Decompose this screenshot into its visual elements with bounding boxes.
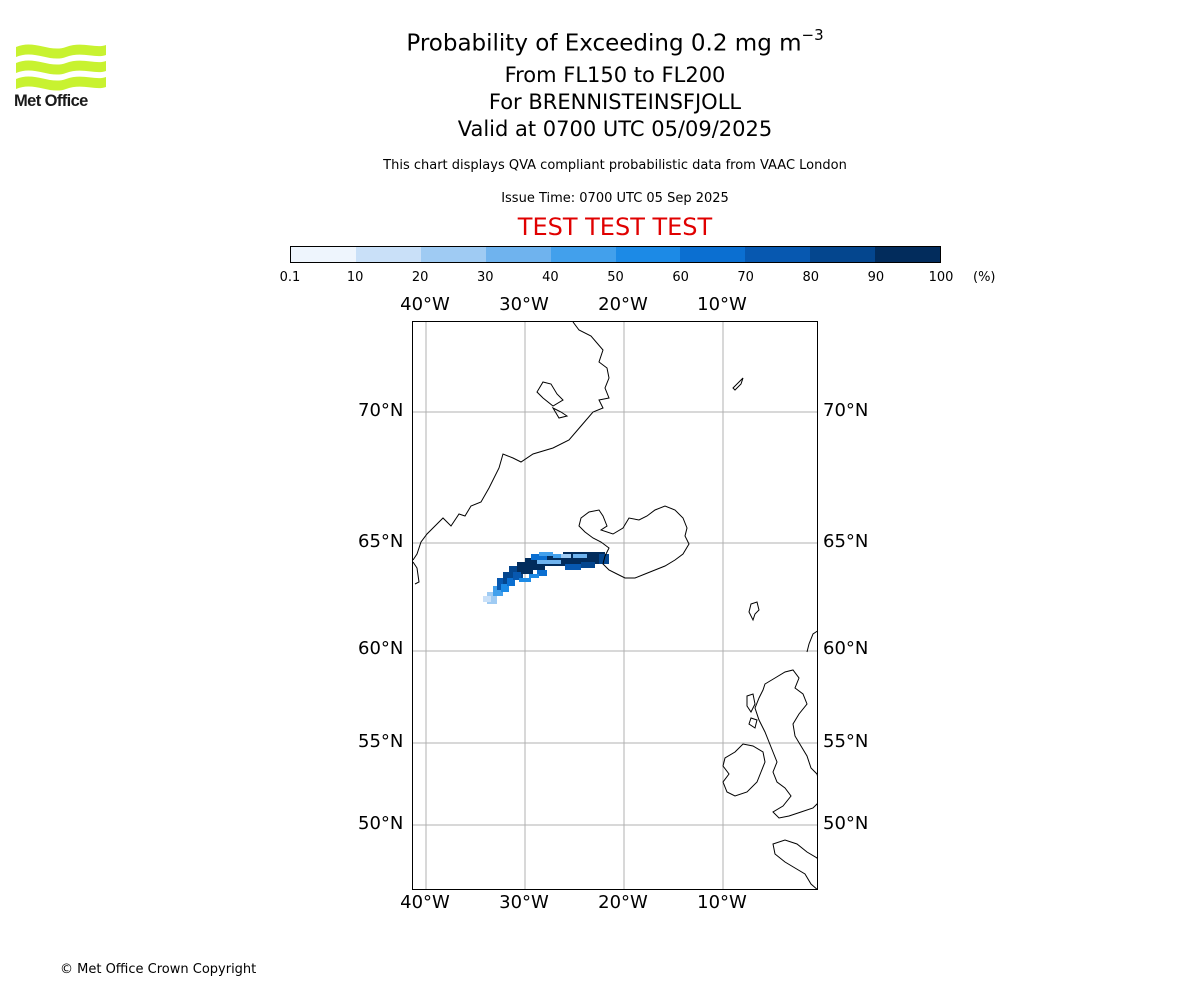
jan-mayen-coast [732,377,744,391]
map-svg [413,322,817,889]
plume-cell [513,572,521,580]
colorbar-swatch [485,247,551,262]
plume-cell [565,564,581,570]
met-office-logo-waves-icon [16,44,106,91]
colorbar-swatch [355,247,421,262]
chart-title: Probability of Exceeding 0.2 mg m−3 [0,26,1200,57]
colorbar-tick-label: 60 [672,270,689,285]
colorbar-tick-label: 10 [346,270,364,285]
graticule [413,322,817,889]
map-panel[interactable] [412,321,818,890]
disclaimer-text: This chart displays QVA compliant probab… [383,158,847,173]
plume-cell [581,562,595,568]
colorbar-tick-label: 50 [607,270,624,285]
colorbar-tick-label: 90 [867,270,885,285]
title-exponent: −3 [801,26,824,44]
faroe-islands-coast [748,601,760,622]
lat-label-left: 70°N [358,400,404,421]
plume-cell [537,560,561,564]
colorbar-swatch [810,247,876,262]
copyright-text: © Met Office Crown Copyright [60,962,257,977]
colorbar-tick-label: 80 [802,270,820,285]
colorbar-swatch [615,247,681,262]
colorbar-swatch [745,247,811,262]
lon-label-bottom: 10°W [697,892,747,913]
plume-cell [501,584,509,592]
title-line-1: Probability of Exceeding 0.2 mg m [406,30,802,57]
plume-cell [573,554,587,558]
lat-label-left: 50°N [358,813,404,834]
colorbar-swatch [420,247,486,262]
iceland-coast [578,505,690,579]
greenland-coast [413,322,610,561]
plume-cell [493,586,503,596]
colorbar-swatch [875,247,941,262]
colorbar-tick-label: 0.1 [279,270,301,285]
greenland-east-islands [536,381,569,419]
norway-coast [806,630,817,653]
lat-label-right: 70°N [823,400,869,421]
plume-cell [539,552,553,556]
title-flight-levels: From FL150 to FL200 [504,63,726,87]
plume-cell [561,554,571,558]
france-coast [772,839,817,889]
plume-cell [487,592,497,604]
hebrides-coast [746,693,758,729]
colorbar [290,246,941,263]
lat-label-right: 60°N [823,638,869,659]
lon-label-bottom: 20°W [598,892,648,913]
plume-cell [553,554,567,558]
coastlines [413,322,817,889]
met-office-logo-text: Met Office [14,92,88,110]
title-valid-time: Valid at 0700 UTC 05/09/2025 [457,117,773,141]
lat-label-right: 55°N [823,731,869,752]
lon-label-bottom: 40°W [400,892,450,913]
plume-cell [529,574,539,578]
ash-plume [483,552,609,604]
issue-time: Issue Time: 0700 UTC 05 Sep 2025 [501,191,729,206]
plume-cell [531,554,547,560]
lon-label-top: 20°W [598,294,648,315]
lat-label-left: 55°N [358,731,404,752]
great-britain-coast [754,669,817,819]
test-banner: TEST TEST TEST [517,213,713,241]
lon-label-bottom: 30°W [499,892,549,913]
ireland-coast [722,743,766,797]
colorbar-swatch [680,247,746,262]
title-volcano: For BRENNISTEINSFJOLL [488,90,742,114]
colorbar-unit: (%) [973,270,996,285]
plume-cell [483,596,491,602]
lat-label-left: 60°N [358,638,404,659]
colorbar-tick-label: 100 [928,270,954,285]
plume-cell [519,578,531,582]
lon-label-top: 40°W [400,294,450,315]
colorbar-swatch [291,247,356,262]
colorbar-tick-label: 70 [737,270,754,285]
lat-label-right: 65°N [823,531,869,552]
lat-label-right: 50°N [823,813,869,834]
plume-cell [537,570,547,576]
colorbar-tick-label: 20 [411,270,429,285]
colorbar-swatch [550,247,616,262]
greenland-southwest-coast [413,561,420,585]
colorbar-tick-label: 30 [477,270,494,285]
lon-label-top: 30°W [499,294,549,315]
lon-label-top: 10°W [697,294,747,315]
lat-label-left: 65°N [358,531,404,552]
plume-cell [507,578,515,586]
colorbar-tick-label: 40 [542,270,559,285]
